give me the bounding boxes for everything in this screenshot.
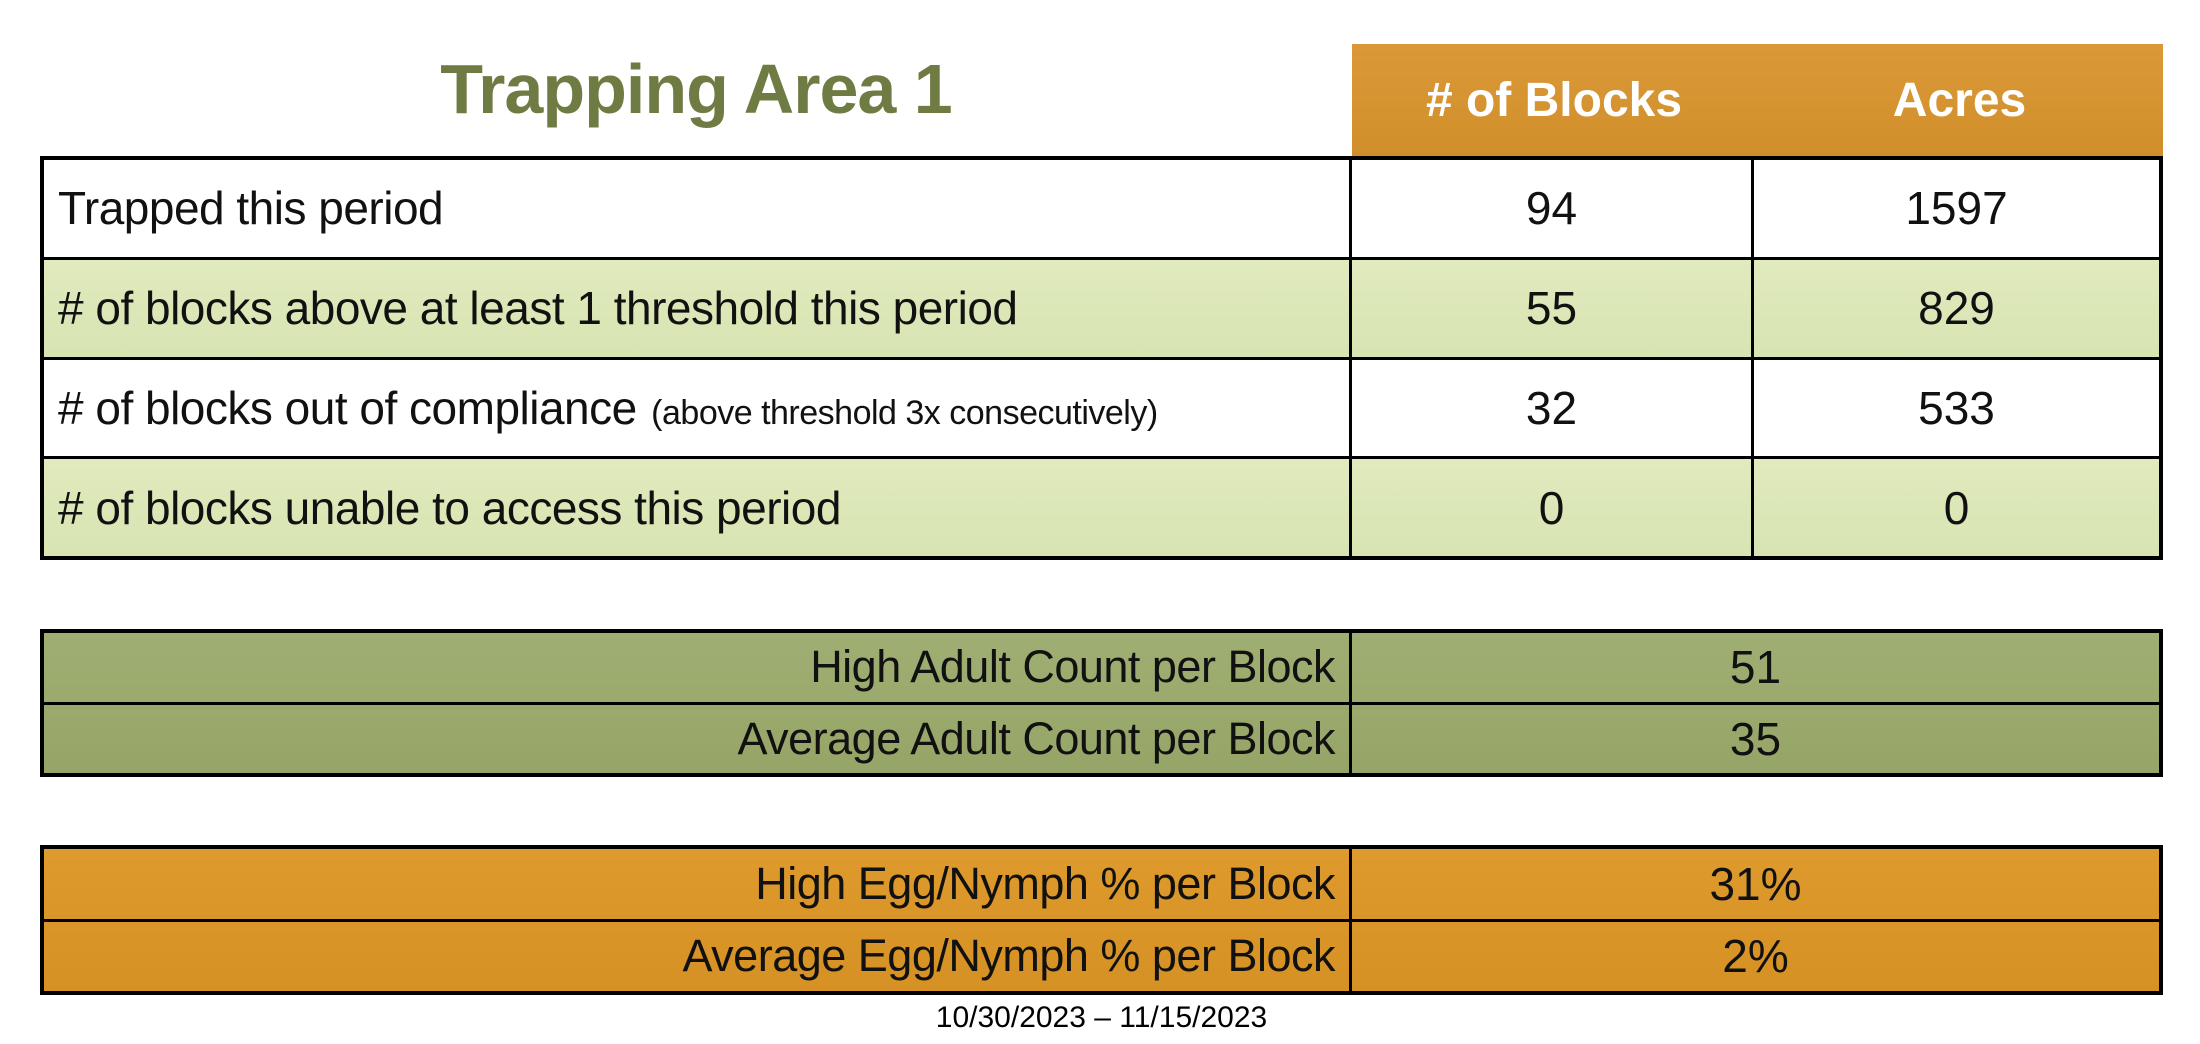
table-row: # of blocks above at least 1 threshold t…	[44, 256, 2159, 357]
summary-table: Trapped this period 94 1597 # of blocks …	[40, 156, 2163, 560]
row-label: # of blocks above at least 1 threshold t…	[58, 282, 1018, 335]
row-label-cell: # of blocks out of compliance (above thr…	[44, 359, 1352, 457]
row-value: 31%	[1709, 857, 1802, 910]
row-value: 35	[1729, 712, 1782, 765]
row-label-note: (above threshold 3x consecutively)	[651, 393, 1158, 432]
table-row: Trapped this period 94 1597	[44, 160, 2159, 257]
page-title: Trapping Area 1	[440, 50, 952, 128]
row-value: 51	[1729, 641, 1782, 694]
table-row: # of blocks unable to access this period…	[44, 456, 2159, 556]
table-row: Average Adult Count per Block 35	[44, 701, 2159, 773]
blocks-value: 94	[1352, 160, 1754, 257]
report-period: 10/30/2023 – 11/15/2023	[935, 1001, 1268, 1034]
row-label: # of blocks unable to access this period	[58, 481, 841, 534]
row-label: Average Egg/Nymph % per Block	[44, 921, 1352, 991]
column-header-bar: # of Blocks Acres	[1352, 44, 2163, 156]
row-value: 2%	[1722, 930, 1789, 983]
table-row: Average Egg/Nymph % per Block 2%	[44, 918, 2159, 991]
column-header-acres: Acres	[1892, 73, 2027, 127]
table-row: High Adult Count per Block 51	[44, 633, 2159, 702]
row-label: High Egg/Nymph % per Block	[44, 849, 1352, 919]
acres-value: 829	[1918, 282, 1995, 335]
table-row: High Egg/Nymph % per Block 31%	[44, 849, 2159, 919]
column-header-blocks: # of Blocks	[1425, 73, 1683, 127]
row-label-cell: # of blocks unable to access this period	[44, 459, 1352, 556]
row-label: High Adult Count per Block	[44, 633, 1352, 702]
row-label: Trapped this period	[58, 182, 444, 235]
row-label: # of blocks out of compliance	[58, 381, 637, 434]
acres-value: 533	[1918, 381, 1995, 434]
blocks-value: 32	[1352, 359, 1754, 457]
row-label-cell: Trapped this period	[44, 160, 1352, 257]
adult-count-table: High Adult Count per Block 51 Average Ad…	[40, 629, 2163, 777]
blocks-value: 0	[1352, 459, 1754, 556]
row-label-cell: # of blocks above at least 1 threshold t…	[44, 259, 1352, 357]
acres-value: 1597	[1905, 182, 2008, 235]
egg-nymph-table: High Egg/Nymph % per Block 31% Average E…	[40, 845, 2163, 995]
acres-value: 0	[1943, 481, 1970, 534]
table-row: # of blocks out of compliance (above thr…	[44, 356, 2159, 457]
row-label: Average Adult Count per Block	[44, 704, 1352, 773]
blocks-value: 55	[1352, 259, 1754, 357]
